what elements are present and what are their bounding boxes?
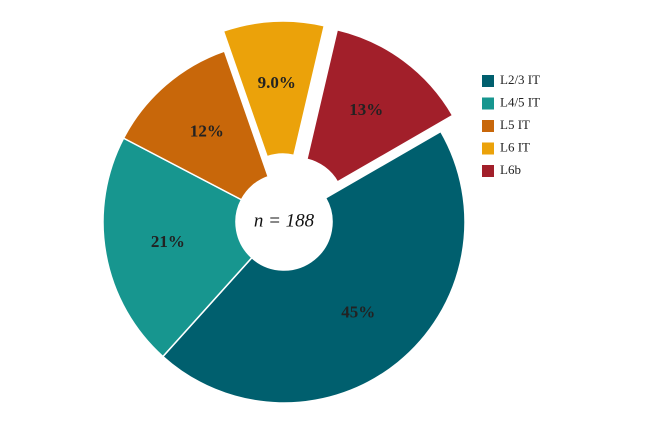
center-label: n = 188 [254, 210, 315, 231]
slice [305, 28, 454, 183]
legend-swatch [482, 165, 494, 177]
legend-swatch [482, 75, 494, 87]
slice [222, 20, 326, 158]
value-label: 12% [190, 122, 224, 141]
slice [102, 137, 253, 358]
legend-label: L5 IT [500, 117, 530, 132]
value-label: 45% [341, 303, 375, 322]
legend-swatch [482, 97, 494, 110]
legend-label: L4/5 IT [500, 94, 540, 109]
legend-swatch [482, 142, 494, 155]
slices [102, 20, 466, 404]
value-label: 9.0% [258, 73, 296, 92]
legend-label: L6b [500, 162, 521, 177]
value-label: 21% [151, 232, 185, 251]
slice [161, 130, 466, 404]
value-label: 13% [349, 100, 383, 119]
slice [122, 50, 270, 201]
legend-swatch [482, 120, 494, 132]
legend-label: L2/3 IT [500, 72, 540, 87]
legend-label: L6 IT [500, 139, 530, 154]
